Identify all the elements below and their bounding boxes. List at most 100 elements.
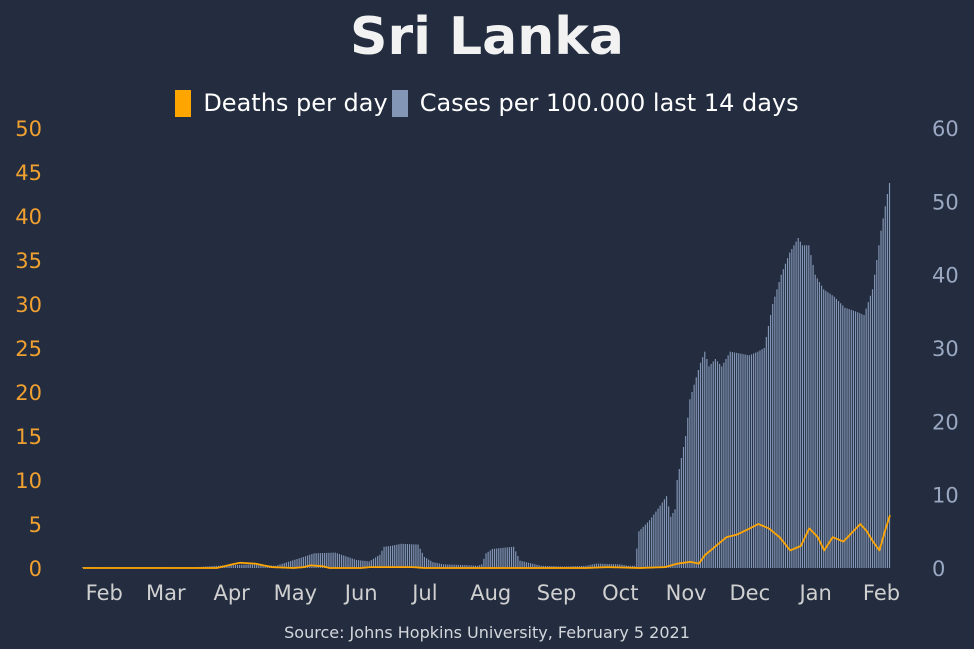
cases-bar [587,565,589,568]
cases-bar [589,564,591,568]
cases-bar [854,311,857,568]
cases-bar [485,553,487,568]
cases-bar [795,241,797,569]
cases-bar [281,563,283,568]
cases-bar [298,558,300,568]
cases-bar [608,564,610,568]
right-tick-label: 40 [932,264,959,288]
x-tick-label: Nov [666,581,707,605]
cases-bar [865,308,867,568]
cases-bar [753,353,755,568]
cases-bar [285,562,287,568]
cases-bar [360,560,362,568]
cases-bar [493,548,496,568]
cases-bar [706,359,708,568]
cases-bar [850,309,852,568]
cases-bar [313,553,315,568]
left-tick-label: 50 [15,117,42,141]
x-tick-label: Dec [730,581,771,605]
right-tick-label: 60 [932,117,959,141]
cases-bar [784,263,787,568]
cases-bar [421,552,423,568]
cases-bar [302,557,304,568]
x-tick-label: Jan [797,581,831,605]
cases-bar [483,558,485,568]
cases-bar [423,557,426,568]
cases-bar [774,296,776,568]
left-tick-label: 30 [15,293,42,317]
left-tick-label: 0 [29,557,42,581]
cases-bar [763,348,765,568]
cases-bar [326,552,328,568]
cases-bar [406,544,409,568]
cases-bar [791,249,793,568]
cases-bar [398,544,400,568]
cases-bar [343,555,345,568]
cases-bar [534,564,536,568]
cases-bar [823,289,825,568]
cases-bar [710,363,712,568]
cases-bar [81,567,84,568]
cases-bar [636,548,638,568]
source-note: Source: Johns Hopkins University, Februa… [284,623,690,642]
cases-bar [578,566,581,568]
legend-label-deaths: Deaths per day [203,89,388,117]
cases-bar [394,545,396,568]
cases-bar [387,546,389,568]
cases-bar [665,496,668,568]
cases-bar [857,312,859,568]
cases-bar [413,544,415,568]
cases-bar [442,564,445,568]
cases-bar [574,566,576,568]
cases-bar [702,357,704,568]
cases-bar [731,352,733,568]
cases-bar [880,230,882,569]
cases-bar [491,548,493,568]
left-tick-label: 15 [15,425,42,449]
cases-bar [317,553,319,568]
cases-bar [245,564,247,568]
cases-bar [536,564,538,568]
cases-bar [835,298,838,568]
cases-bar [251,564,253,568]
cases-bar [377,556,379,568]
cases-bar [328,552,330,568]
cases-bar [544,565,547,568]
cases-bar [319,553,321,568]
cases-bar [617,564,619,568]
chart-title: Sri Lanka [350,7,624,67]
cases-bar [748,355,750,568]
right-tick-label: 10 [932,484,959,508]
cases-bar [287,561,290,568]
cases-bar [236,564,239,568]
cases-bar [657,508,659,568]
cases-bar [585,565,587,568]
cases-bar [876,260,878,568]
cases-bar [309,554,311,568]
cases-bar [540,565,542,568]
cases-bar [496,548,498,568]
cases-bar [362,560,364,568]
cases-bar [404,543,406,568]
cases-bar [368,561,370,568]
x-tick-label: May [274,581,317,605]
cases-bar [655,511,657,568]
cases-bar [417,544,419,568]
cases-bar [428,559,430,568]
cases-bar [750,354,753,568]
cases-bar [349,557,351,568]
cases-bar [549,566,551,568]
cases-bar [782,269,784,568]
cases-bar [260,564,262,568]
left-tick-label: 45 [15,161,42,185]
cases-bar [663,499,665,568]
cases-bar [304,556,307,568]
cases-bar [606,563,608,568]
cases-bar [721,366,723,568]
legend-label-cases: Cases per 100.000 last 14 days [419,89,799,117]
cases-bar [600,563,602,568]
cases-bar [610,564,612,568]
cases-bar [385,546,387,568]
cases-bar [513,546,515,568]
